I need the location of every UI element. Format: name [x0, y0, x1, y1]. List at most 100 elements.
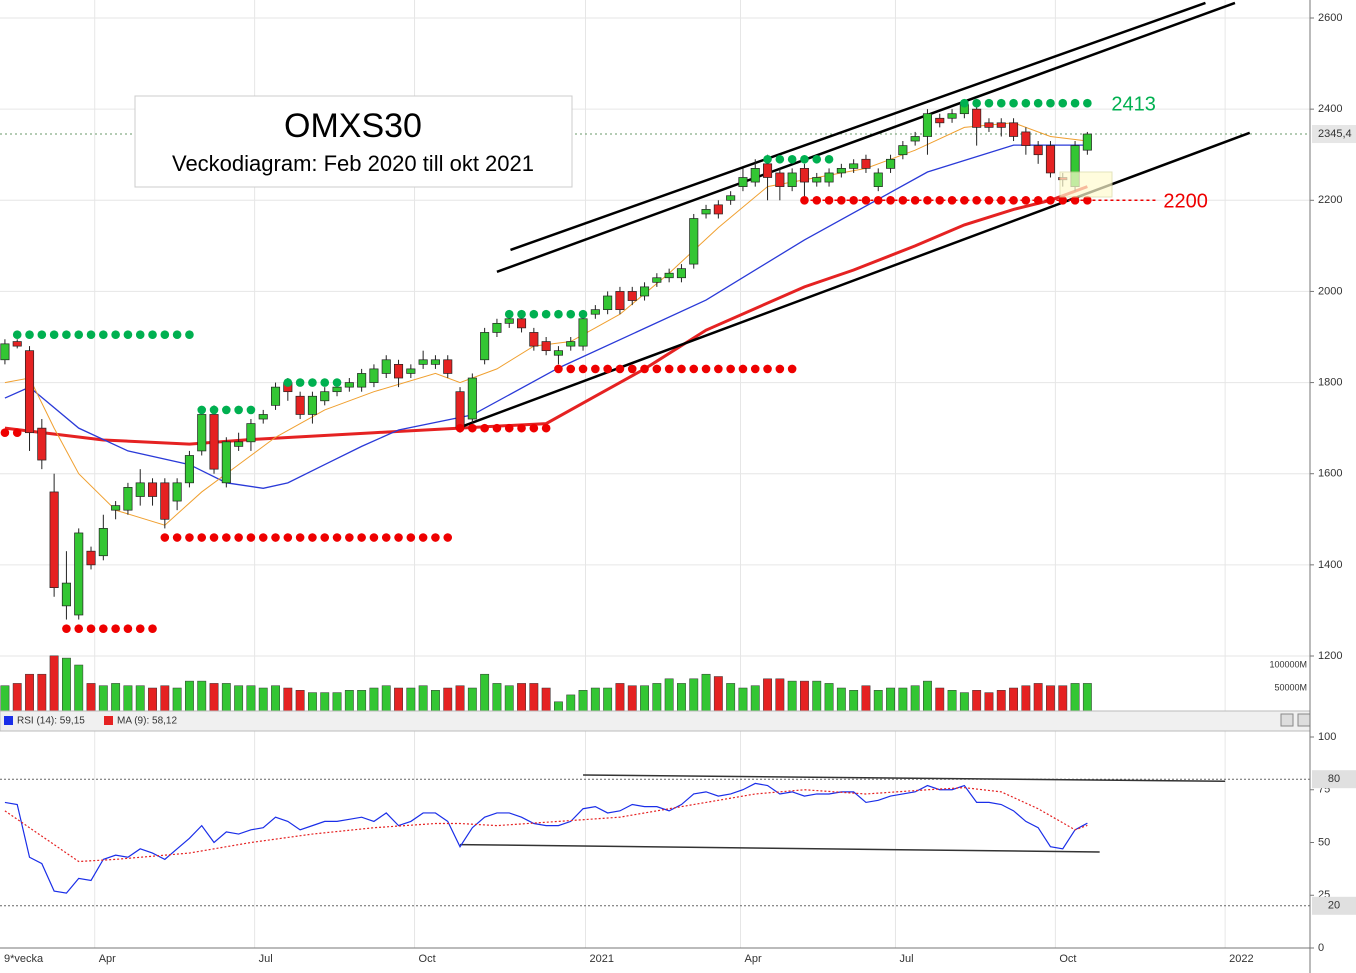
volume-bar: [1021, 685, 1031, 711]
volume-bar: [357, 690, 367, 711]
candle-body: [553, 350, 563, 356]
volume-bar: [923, 680, 932, 711]
level-dot: [406, 533, 416, 542]
level-dot: [209, 533, 219, 542]
volume-bar: [98, 685, 108, 711]
candle-body: [61, 582, 71, 607]
level-dot: [111, 624, 120, 633]
volume-bar: [148, 687, 157, 711]
candle-body: [750, 168, 760, 183]
volume-bar: [578, 690, 588, 711]
candle-body: [578, 318, 588, 347]
volume-bar: [369, 687, 379, 711]
volume-bar: [135, 685, 145, 711]
candle-body: [517, 318, 527, 329]
level-dot: [357, 533, 366, 542]
volume-bar: [123, 685, 133, 711]
candle-body: [147, 482, 158, 497]
level-dot: [984, 195, 994, 205]
x-tick-label: Oct: [419, 953, 436, 965]
level-dot: [468, 423, 477, 433]
volume-bar: [431, 690, 440, 711]
volume-bar: [25, 673, 34, 711]
volume-bar: [37, 673, 47, 711]
level-dot: [763, 154, 772, 164]
level-dot: [960, 195, 969, 205]
zoom-icon[interactable]: [1280, 713, 1294, 727]
volume-bar: [750, 685, 760, 711]
candle-body: [197, 414, 207, 452]
level-dot: [578, 309, 588, 319]
volume-bar: [0, 685, 10, 711]
level-dot: [824, 154, 834, 164]
rsi-level-label: 20: [1328, 900, 1340, 912]
y-tick-label: 2600: [1318, 12, 1342, 24]
level-dot: [1021, 98, 1031, 108]
candle-body: [12, 341, 22, 347]
level-dot: [12, 330, 22, 340]
candle-body: [812, 177, 822, 183]
level-dot: [99, 330, 108, 340]
level-dot: [234, 533, 243, 542]
level-dot: [566, 364, 576, 374]
close-icon[interactable]: [1297, 713, 1311, 727]
volume-bar: [775, 678, 785, 711]
candle-body: [935, 117, 945, 124]
highlight-box: [1059, 171, 1113, 198]
volume-bar: [504, 685, 514, 711]
y-tick-label: 2000: [1318, 285, 1342, 297]
candle-body: [430, 359, 440, 365]
volume-bar: [332, 692, 342, 711]
candle-body: [111, 505, 121, 511]
title-box: [134, 95, 573, 188]
rsi-panel: [0, 774, 1310, 907]
volume-bar: [701, 673, 711, 711]
candle-body: [270, 386, 281, 406]
volume-bar: [1046, 685, 1055, 711]
legend-swatch: [104, 716, 113, 725]
level-dot: [529, 423, 539, 433]
candle-body: [898, 145, 908, 156]
level-dot: [308, 378, 317, 387]
level-dot: [1021, 195, 1031, 205]
x-tick-label: Oct: [1059, 953, 1076, 965]
volume-bar: [984, 692, 994, 711]
level-dot: [246, 405, 256, 415]
candle-body: [676, 268, 686, 279]
level-dot: [135, 624, 145, 633]
level-dot: [714, 364, 723, 374]
volume-bar: [590, 687, 600, 711]
candle-body: [74, 532, 84, 616]
level-dot: [1009, 98, 1018, 108]
volume-bar: [873, 690, 883, 711]
level-dot: [591, 364, 600, 374]
volume-bar: [12, 683, 22, 711]
candle-body: [98, 528, 108, 557]
level-dot: [664, 364, 674, 374]
candle-body: [701, 209, 711, 215]
level-dot: [62, 624, 71, 633]
level-dot: [1083, 98, 1092, 108]
level-dot: [775, 154, 785, 164]
candle-body: [1082, 133, 1092, 151]
level-dot: [381, 533, 391, 542]
candle-body: [209, 414, 219, 470]
candle-body: [541, 341, 551, 352]
level-dot: [677, 364, 686, 374]
level-dot: [49, 330, 59, 340]
candle-body: [418, 359, 428, 365]
rsi-tick-label: 50: [1318, 836, 1330, 848]
price-panel: [0, 1, 1251, 711]
level-dot: [873, 195, 883, 205]
level-dot: [566, 309, 576, 319]
candle-body: [1045, 145, 1055, 174]
volume-bar: [861, 685, 871, 711]
volume-bar: [972, 690, 982, 711]
level-dot: [541, 423, 551, 433]
level-dot: [1009, 195, 1018, 205]
candle-body: [615, 291, 625, 311]
candle-body: [467, 377, 477, 420]
level-dot: [960, 98, 969, 108]
level-dot: [222, 405, 231, 415]
level-dot: [332, 533, 342, 542]
